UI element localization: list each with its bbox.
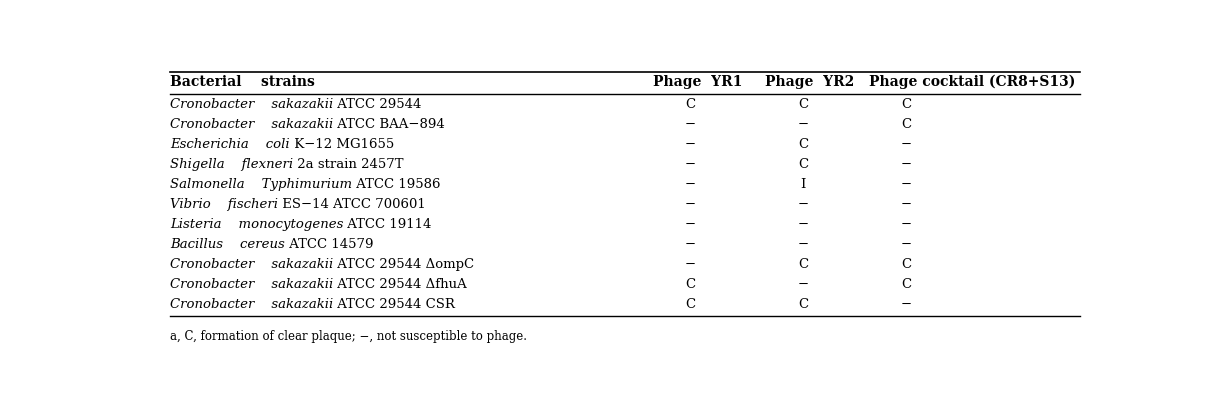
Text: −: − xyxy=(900,198,911,211)
Text: ATCC 29544 ΔompC: ATCC 29544 ΔompC xyxy=(333,258,474,271)
Text: Vibrio    fischeri: Vibrio fischeri xyxy=(169,198,278,211)
Text: Phage  YR1: Phage YR1 xyxy=(653,75,742,89)
Text: −: − xyxy=(797,198,808,211)
Text: Bacterial    strains: Bacterial strains xyxy=(169,75,315,89)
Text: −: − xyxy=(900,297,911,311)
Text: C: C xyxy=(901,118,911,131)
Text: Listeria    monocytogenes: Listeria monocytogenes xyxy=(169,218,344,231)
Text: Cronobacter    sakazakii: Cronobacter sakazakii xyxy=(169,98,333,111)
Text: C: C xyxy=(685,278,696,290)
Text: Bacillus    cereus: Bacillus cereus xyxy=(169,238,284,250)
Text: −: − xyxy=(900,138,911,151)
Text: −: − xyxy=(797,218,808,231)
Text: ATCC 19114: ATCC 19114 xyxy=(344,218,432,231)
Text: Cronobacter    sakazakii: Cronobacter sakazakii xyxy=(169,258,333,271)
Text: Escherichia    coli: Escherichia coli xyxy=(169,138,289,151)
Text: −: − xyxy=(685,198,696,211)
Text: −: − xyxy=(685,258,696,271)
Text: −: − xyxy=(685,238,696,250)
Text: C: C xyxy=(797,258,808,271)
Text: C: C xyxy=(797,297,808,311)
Text: −: − xyxy=(685,138,696,151)
Text: Cronobacter    sakazakii: Cronobacter sakazakii xyxy=(169,278,333,290)
Text: −: − xyxy=(900,238,911,250)
Text: C: C xyxy=(797,138,808,151)
Text: a, C, formation of clear plaque; −, not susceptible to phage.: a, C, formation of clear plaque; −, not … xyxy=(169,330,528,343)
Text: −: − xyxy=(797,278,808,290)
Text: ATCC 29544: ATCC 29544 xyxy=(333,98,421,111)
Text: Shigella    flexneri: Shigella flexneri xyxy=(169,158,293,171)
Text: C: C xyxy=(685,98,696,111)
Text: −: − xyxy=(900,218,911,231)
Text: ATCC 29544 ΔfhuA: ATCC 29544 ΔfhuA xyxy=(333,278,467,290)
Text: −: − xyxy=(685,158,696,171)
Text: C: C xyxy=(797,98,808,111)
Text: Salmonella    Typhimurium: Salmonella Typhimurium xyxy=(169,178,352,191)
Text: ATCC 14579: ATCC 14579 xyxy=(284,238,373,250)
Text: −: − xyxy=(900,158,911,171)
Text: −: − xyxy=(685,218,696,231)
Text: I: I xyxy=(800,178,806,191)
Text: Cronobacter    sakazakii: Cronobacter sakazakii xyxy=(169,118,333,131)
Text: Cronobacter    sakazakii: Cronobacter sakazakii xyxy=(169,297,333,311)
Text: −: − xyxy=(900,178,911,191)
Text: ES−14 ATCC 700601: ES−14 ATCC 700601 xyxy=(278,198,426,211)
Text: C: C xyxy=(901,98,911,111)
Text: K−12 MG1655: K−12 MG1655 xyxy=(289,138,394,151)
Text: −: − xyxy=(685,178,696,191)
Text: −: − xyxy=(797,118,808,131)
Text: ATCC BAA−894: ATCC BAA−894 xyxy=(333,118,445,131)
Text: −: − xyxy=(685,118,696,131)
Text: −: − xyxy=(797,238,808,250)
Text: C: C xyxy=(901,278,911,290)
Text: Phage cocktail (CR8+S13): Phage cocktail (CR8+S13) xyxy=(869,75,1074,89)
Text: ATCC 29544 CSR: ATCC 29544 CSR xyxy=(333,297,455,311)
Text: C: C xyxy=(901,258,911,271)
Text: ATCC 19586: ATCC 19586 xyxy=(352,178,440,191)
Text: 2a strain 2457T: 2a strain 2457T xyxy=(293,158,404,171)
Text: C: C xyxy=(797,158,808,171)
Text: Phage  YR2: Phage YR2 xyxy=(766,75,854,89)
Text: C: C xyxy=(685,297,696,311)
